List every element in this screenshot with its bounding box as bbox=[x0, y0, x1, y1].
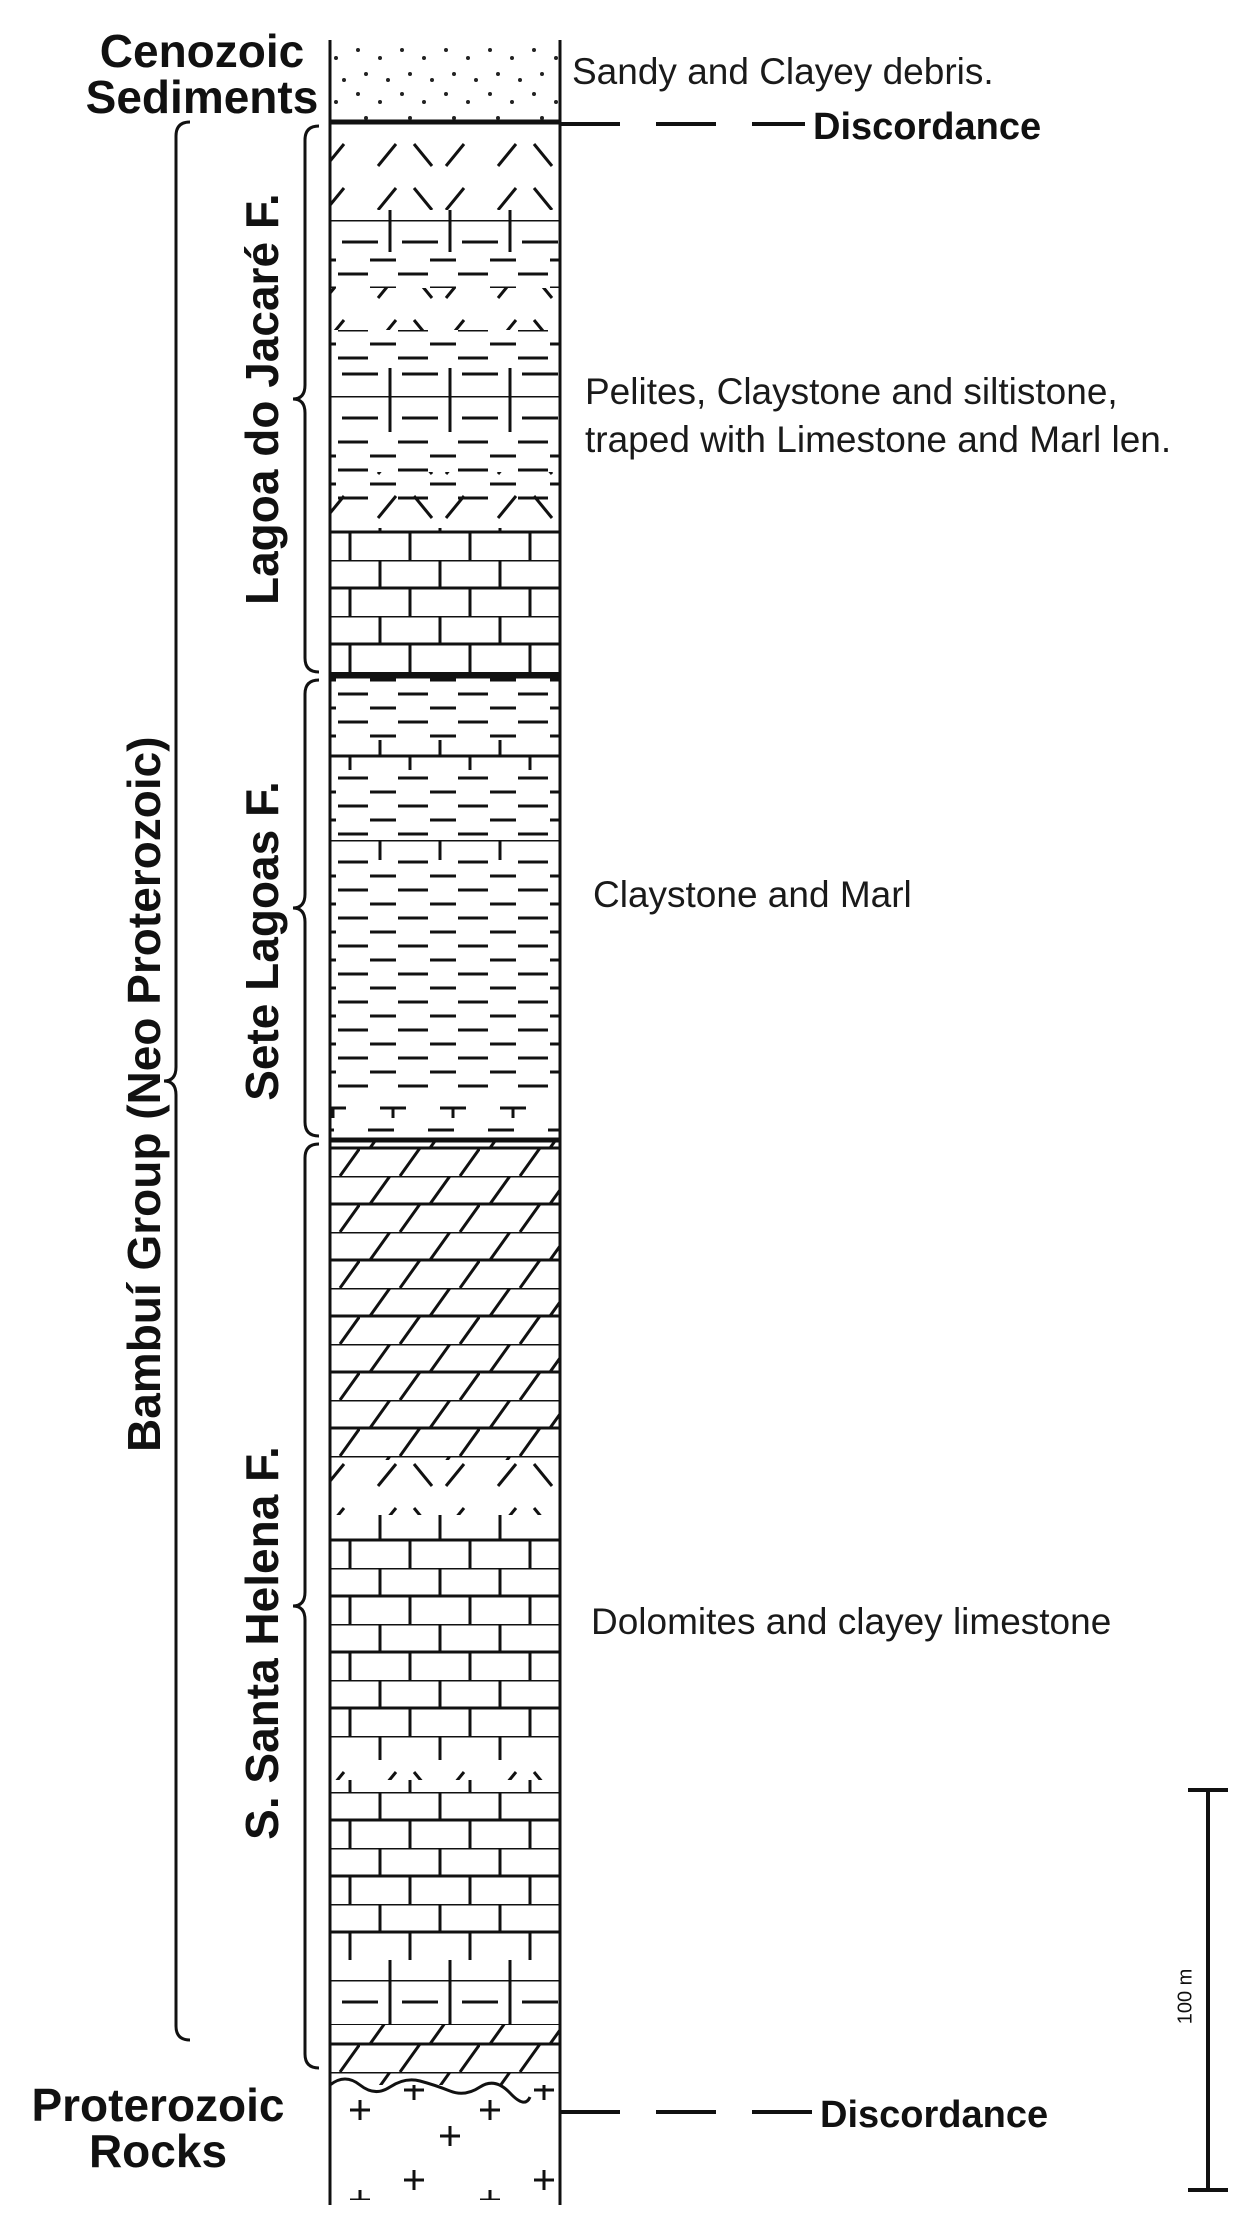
lagoa-description: Pelites, Claystone and siltistone, trape… bbox=[585, 371, 1172, 460]
layer-lagoa-limestone bbox=[330, 560, 560, 676]
layer-lagoa-limestone-dash bbox=[330, 368, 560, 432]
formation-santa-label: S. Santa Helena F. bbox=[236, 1446, 288, 1840]
proterozoic-label-text: Proterozoic Rocks bbox=[31, 2079, 285, 2177]
layer-sete-marl-plus bbox=[330, 1095, 560, 1140]
cenozoic-label: Cenozoic Sediments bbox=[72, 28, 332, 120]
formation-sete-label: Sete Lagoas F. bbox=[236, 781, 288, 1101]
basement-wavy-contact bbox=[329, 2077, 532, 2104]
layer-sete-dash bbox=[330, 676, 560, 740]
layer-santa-marl-slash bbox=[330, 1460, 560, 1515]
layer-sete-dash bbox=[330, 770, 560, 840]
discordance-top-label: Discordance bbox=[813, 106, 1042, 148]
cenozoic-label-text: Cenozoic Sediments bbox=[85, 25, 319, 123]
formation-lagoa-label: Lagoa do Jacaré F. bbox=[236, 193, 288, 605]
layer-sete-dash bbox=[330, 860, 560, 1095]
discordance-bottom-label: Discordance bbox=[820, 2094, 1049, 2136]
cenozoic-description: Sandy and Clayey debris. bbox=[572, 51, 994, 92]
group-label: Bambuí Group (Neo Proterozoic) bbox=[118, 736, 170, 1452]
layer-sete-limestone bbox=[330, 840, 560, 860]
layer-lagoa-dash bbox=[330, 476, 560, 500]
layer-cenozoic-sand bbox=[330, 40, 560, 122]
santa-brace bbox=[292, 1142, 320, 2070]
sete-brace bbox=[292, 678, 320, 1138]
layer-santa-dolomite bbox=[330, 2025, 560, 2085]
layer-santa-dolomite bbox=[330, 1140, 560, 1460]
proterozoic-label: Proterozoic Rocks bbox=[8, 2082, 308, 2174]
layer-lagoa-marl-slash bbox=[330, 288, 560, 330]
layer-lagoa-dash bbox=[330, 252, 560, 288]
layer-lagoa-limestone-dash bbox=[330, 210, 560, 252]
layer-sete-limestone bbox=[330, 740, 560, 770]
layer-lagoa-dash bbox=[330, 432, 560, 472]
layer-lagoa-dash bbox=[330, 330, 560, 368]
group-brace bbox=[163, 120, 191, 2042]
layer-lagoa-marl-slash bbox=[330, 122, 560, 210]
layer-basement-crystalline bbox=[330, 2085, 560, 2200]
santa-description: Dolomites and clayey limestone bbox=[591, 1601, 1112, 1642]
scale-bar-label: 100 m bbox=[1174, 1968, 1197, 2025]
layer-santa-marl-slash bbox=[330, 1760, 560, 1780]
lagoa-brace bbox=[292, 124, 320, 674]
sete-description: Claystone and Marl bbox=[593, 874, 912, 915]
layer-santa-limestone bbox=[330, 1515, 560, 1760]
layer-santa-limestone-dash bbox=[330, 1960, 560, 2025]
layer-santa-limestone bbox=[330, 1780, 560, 1960]
